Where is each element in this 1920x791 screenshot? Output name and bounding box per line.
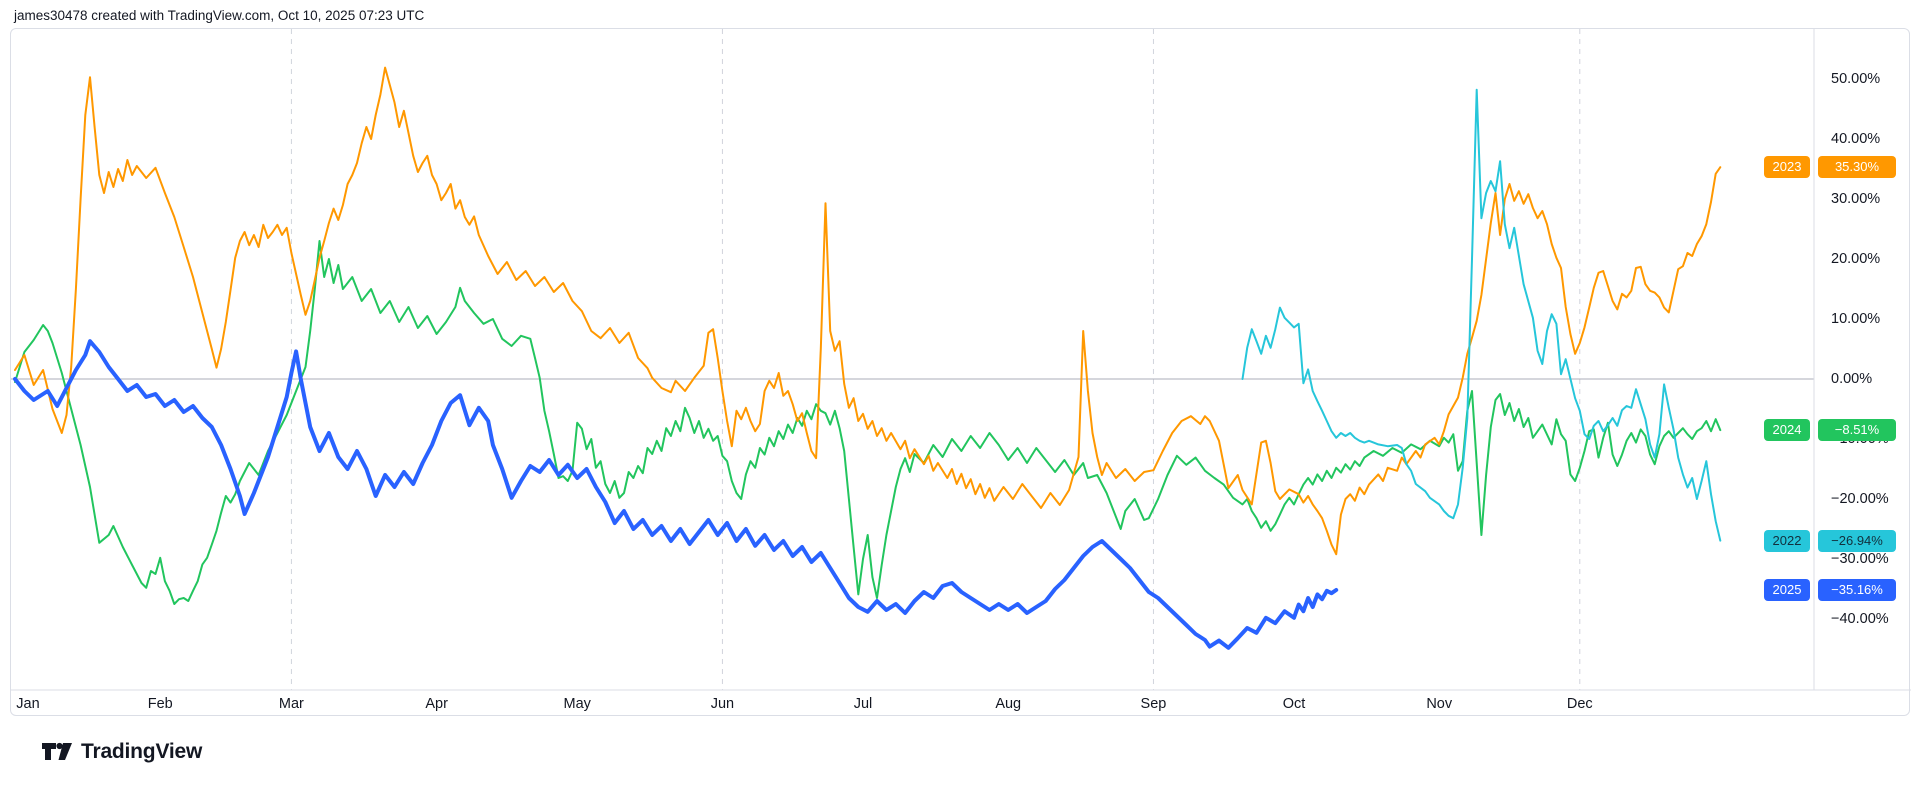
value-badge-2022: −26.94% xyxy=(1818,529,1896,552)
month-label-sep: Sep xyxy=(1140,696,1167,712)
year-badge-2025: 2025 xyxy=(1764,578,1810,601)
tradingview-logo-mark xyxy=(42,742,72,760)
year-badge-2024: 2024 xyxy=(1764,419,1810,442)
series-line-2024[interactable] xyxy=(14,240,1722,605)
series-line-2022[interactable] xyxy=(1241,88,1722,542)
price-tick-label: −30.00% xyxy=(1831,551,1889,567)
tradingview-logo[interactable]: TradingView xyxy=(42,740,202,764)
price-tick-label: 20.00% xyxy=(1831,251,1881,267)
month-label-mar: Mar xyxy=(278,696,304,712)
price-tick-label: 40.00% xyxy=(1831,131,1881,147)
value-badge-2023: 35.30% xyxy=(1818,156,1896,179)
price-tick-label: 10.00% xyxy=(1831,311,1881,327)
chart-title: james30478 created with TradingView.com,… xyxy=(14,8,425,23)
plot-area[interactable] xyxy=(11,29,1911,717)
month-label-feb: Feb xyxy=(147,696,173,712)
price-tick-label: 30.00% xyxy=(1831,191,1881,207)
price-tick-label: −40.00% xyxy=(1831,611,1889,627)
month-label-jul: Jul xyxy=(853,696,873,712)
month-label-may: May xyxy=(563,696,591,712)
chart-container: 50.00%40.00%30.00%20.00%10.00%0.00%−10.0… xyxy=(10,28,1911,717)
year-badge-2022: 2022 xyxy=(1764,529,1810,552)
month-label-aug: Aug xyxy=(995,696,1022,712)
month-label-jan: Jan xyxy=(16,696,40,712)
price-tick-label: −20.00% xyxy=(1831,491,1889,507)
month-label-dec: Dec xyxy=(1566,696,1593,712)
tradingview-logo-text: TradingView xyxy=(81,740,203,763)
value-badge-2025: −35.16% xyxy=(1818,578,1896,601)
series-line-2023[interactable] xyxy=(14,66,1722,556)
series-line-2025[interactable] xyxy=(13,339,1339,650)
value-badge-2024: −8.51% xyxy=(1818,419,1896,442)
month-label-jun: Jun xyxy=(710,696,735,712)
month-label-oct: Oct xyxy=(1282,696,1306,712)
price-tick-label: 0.00% xyxy=(1831,371,1873,387)
price-tick-label: 50.00% xyxy=(1831,71,1881,87)
month-label-nov: Nov xyxy=(1426,696,1453,712)
month-label-apr: Apr xyxy=(425,696,448,712)
year-badge-2023: 2023 xyxy=(1764,156,1810,179)
